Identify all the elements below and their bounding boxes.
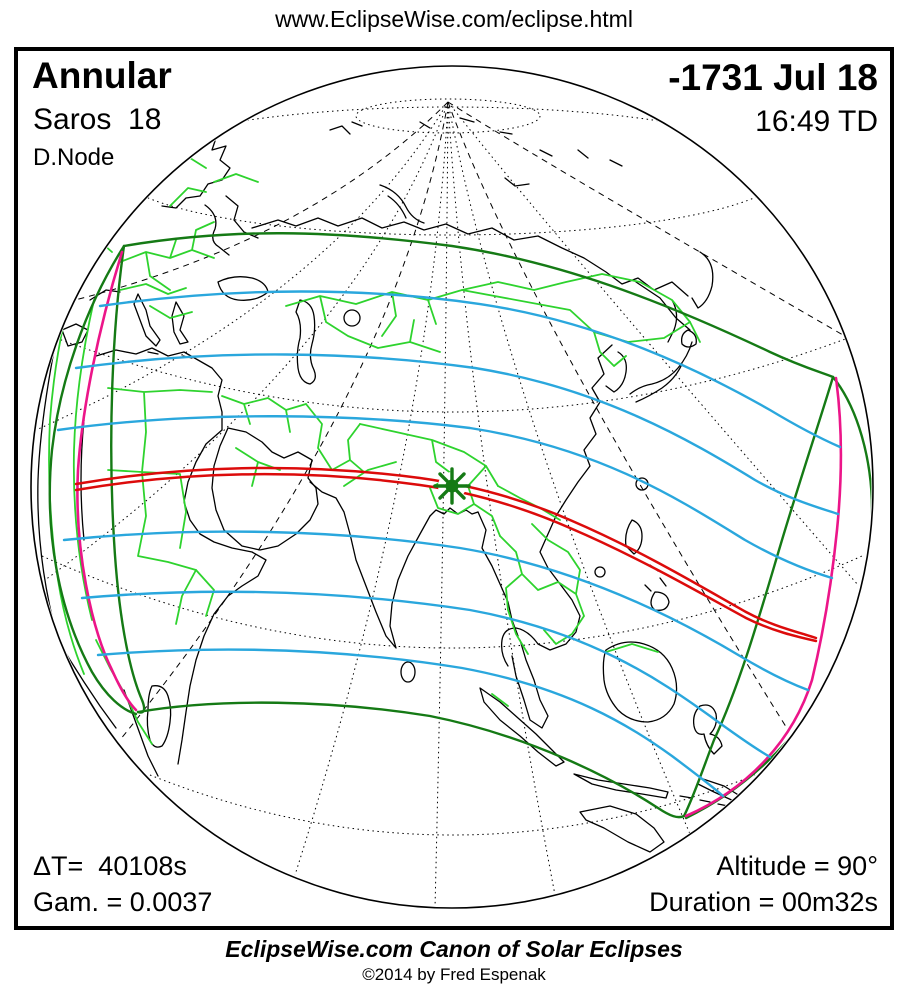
eclipse-type-label: Annular xyxy=(32,55,172,96)
western-inner-limit xyxy=(111,246,144,713)
node-label: D.Node xyxy=(33,144,115,171)
url-text: www.EclipseWise.com/eclipse.html xyxy=(275,6,633,32)
sunrise-sunset-curves xyxy=(77,252,841,816)
central-path xyxy=(76,468,816,641)
time-contour-curves xyxy=(58,292,840,797)
eastern-sunset-curve xyxy=(686,378,841,816)
southern-penumbral-limit xyxy=(138,703,684,818)
saros-series-label: Saros 18 xyxy=(33,103,162,136)
eclipse-globe-map xyxy=(14,47,894,930)
duration-label: Duration = 00m32s xyxy=(649,887,878,917)
northern-penumbral-limit xyxy=(124,233,833,377)
eclipse-time-label: 16:49 TD xyxy=(755,105,878,138)
eastern-inner-limit xyxy=(684,377,833,816)
eclipse-map-frame: Annular Saros 18 D.Node -1731 Jul 18 16:… xyxy=(14,47,894,930)
greatest-eclipse-marker xyxy=(435,469,469,503)
western-outer-limit xyxy=(50,246,136,714)
eclipse-date-label: -1731 Jul 18 xyxy=(668,57,878,98)
globe-limb xyxy=(31,66,873,908)
western-sunrise-curve xyxy=(77,252,136,710)
political-borders xyxy=(49,120,862,744)
delta-t-label: ΔT= 40108s xyxy=(33,851,187,881)
altitude-label: Altitude = 90° xyxy=(716,851,878,881)
footer-title: EclipseWise.com Canon of Solar Eclipses xyxy=(225,936,683,962)
footer-copyright: ©2014 by Fred Espenak xyxy=(362,965,546,984)
gamma-label: Gam. = 0.0037 xyxy=(33,887,213,917)
